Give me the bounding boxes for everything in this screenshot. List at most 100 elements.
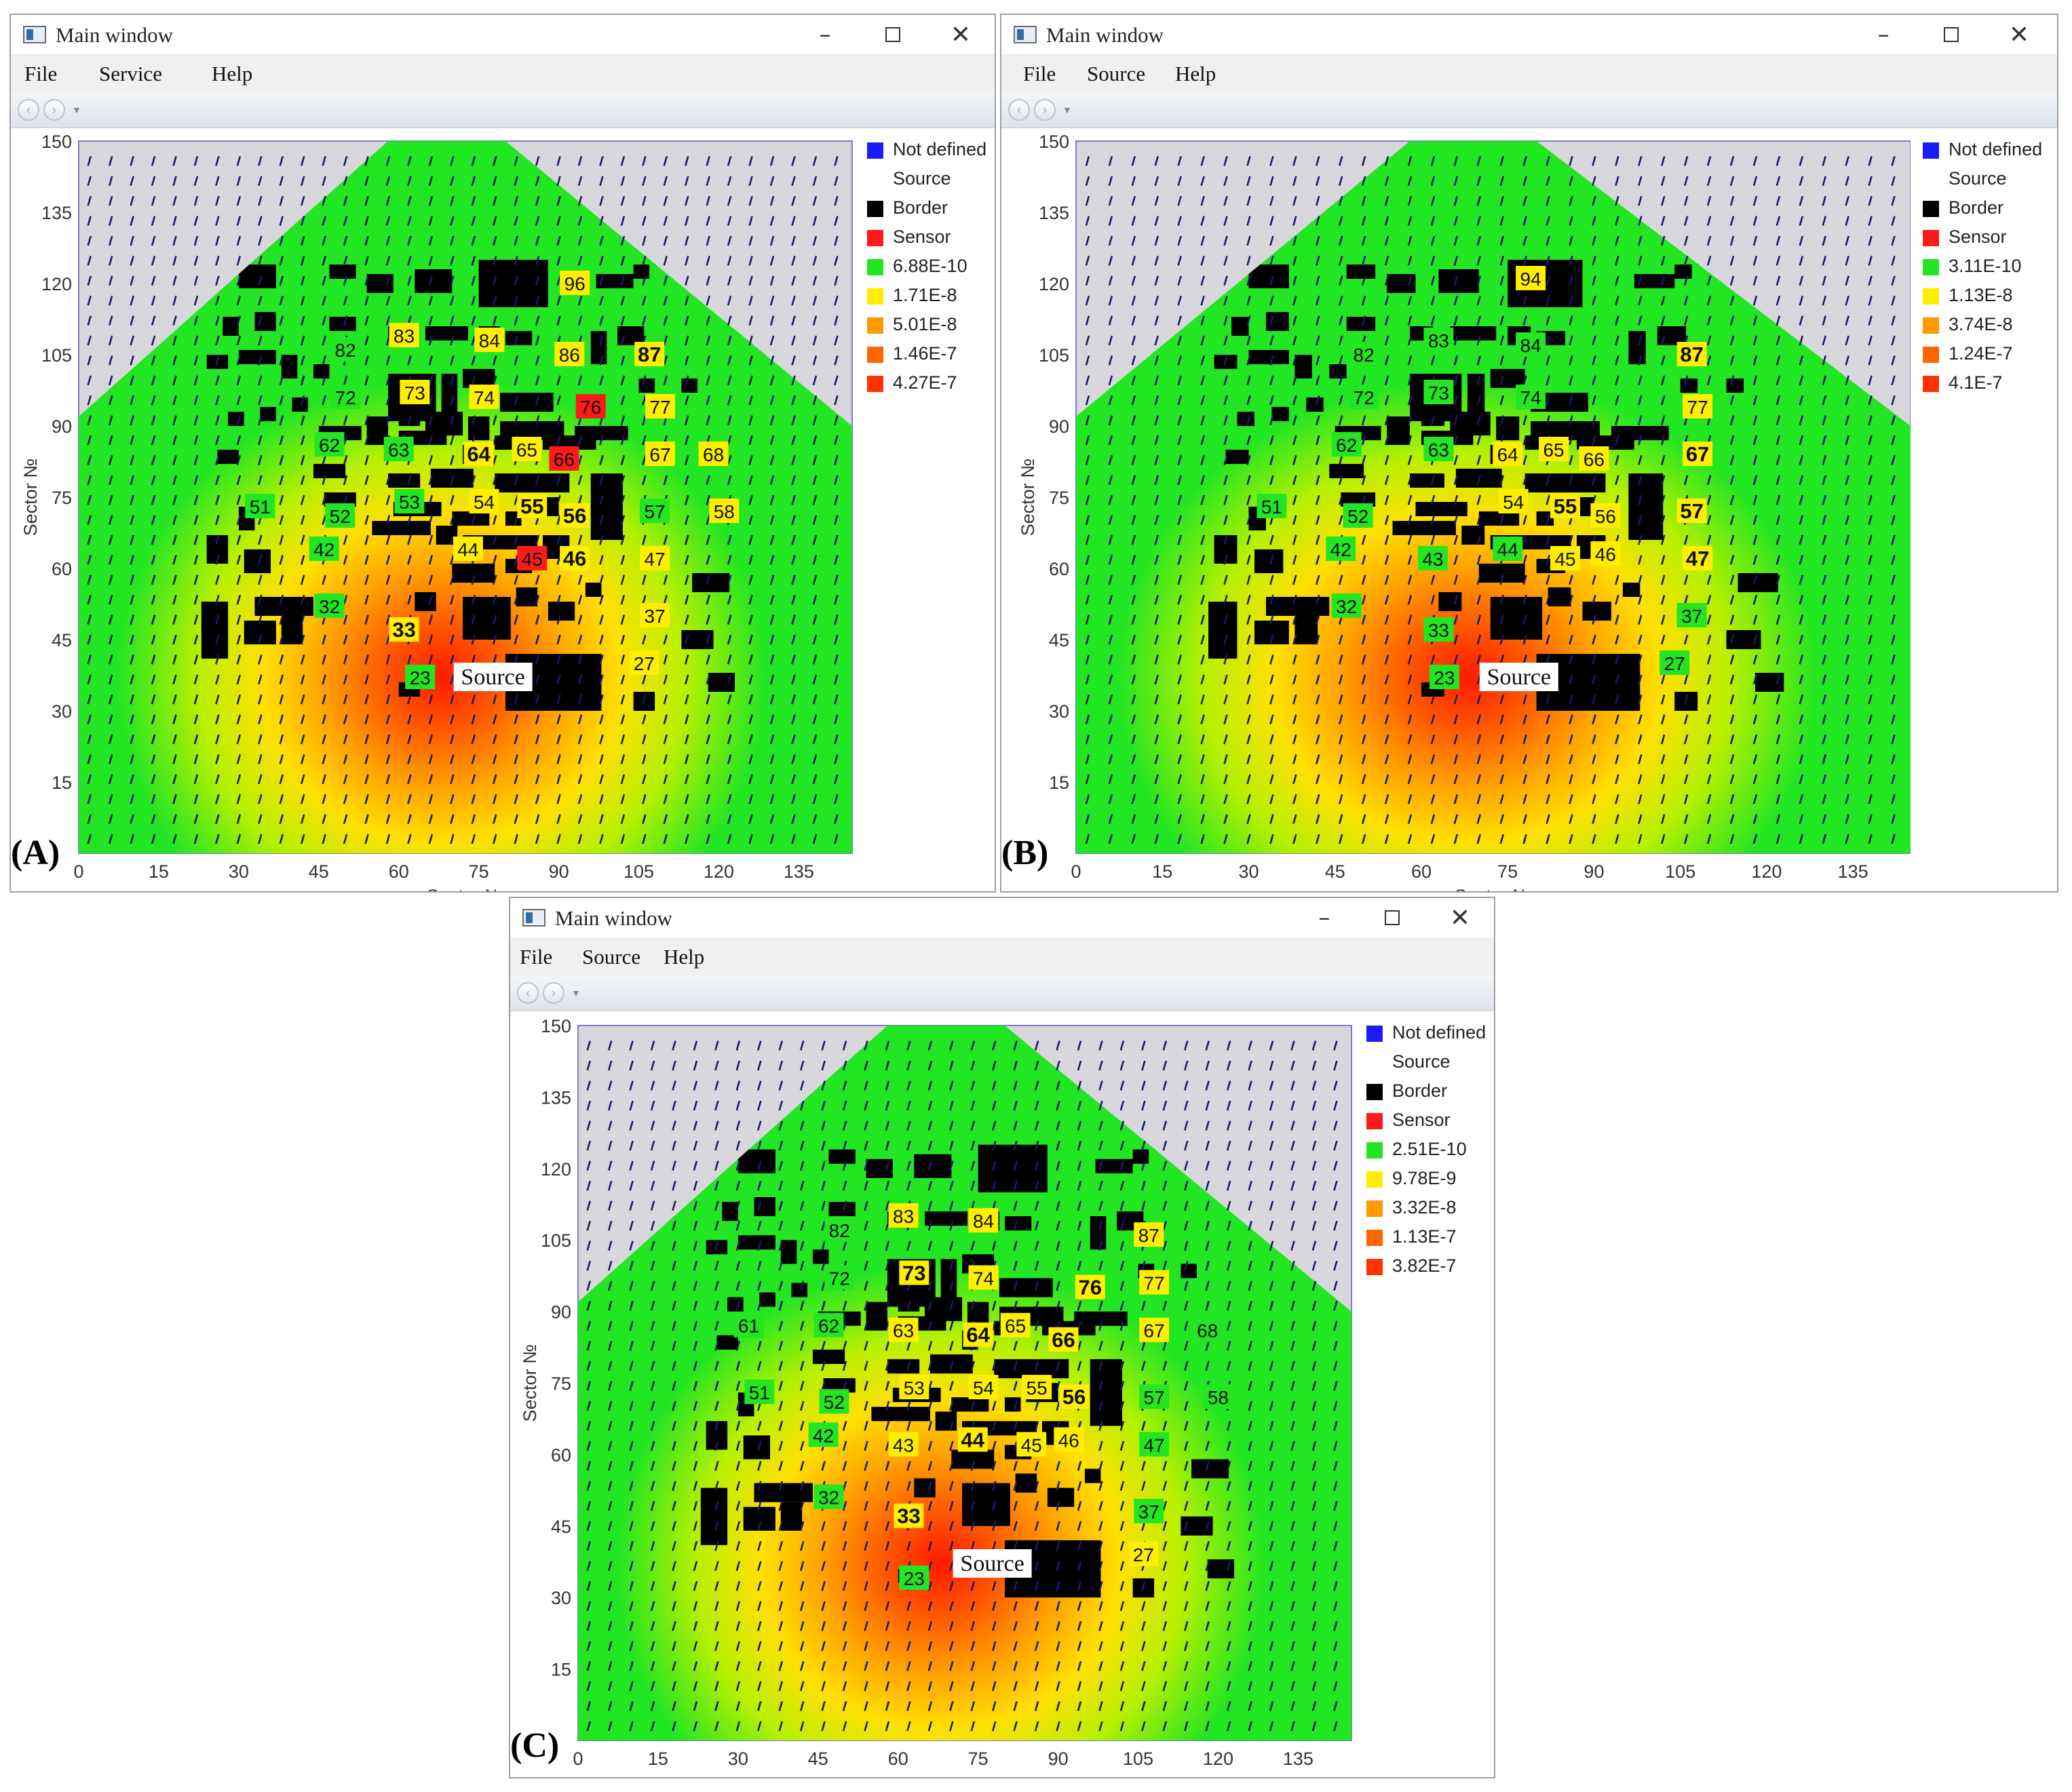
menu-service[interactable]: Service bbox=[99, 62, 162, 85]
sensor-64[interactable]: 64 bbox=[963, 1322, 993, 1347]
minimize-button[interactable]: – bbox=[1318, 904, 1330, 931]
sensor-27[interactable]: 27 bbox=[1659, 650, 1690, 675]
sensor-23[interactable]: 23 bbox=[899, 1565, 929, 1591]
sensor-66[interactable]: 66 bbox=[549, 446, 579, 471]
sensor-54[interactable]: 54 bbox=[968, 1375, 999, 1400]
sensor-51[interactable]: 51 bbox=[1256, 494, 1287, 518]
sensor-23[interactable]: 23 bbox=[1429, 665, 1459, 689]
menu-help[interactable]: Help bbox=[1175, 62, 1216, 85]
menu-help[interactable]: Help bbox=[664, 945, 705, 969]
sensor-46[interactable]: 46 bbox=[1054, 1427, 1084, 1452]
sensor-47[interactable]: 47 bbox=[640, 546, 670, 570]
sensor-54[interactable]: 54 bbox=[1498, 489, 1529, 513]
sensor-73[interactable]: 73 bbox=[1423, 380, 1454, 404]
sensor-58[interactable]: 58 bbox=[709, 499, 740, 523]
sensor-33[interactable]: 33 bbox=[894, 1503, 924, 1528]
sensor-56[interactable]: 56 bbox=[1590, 503, 1621, 528]
sensor-87[interactable]: 87 bbox=[1676, 342, 1707, 366]
chevron-down-icon[interactable]: ▼ bbox=[1062, 104, 1072, 115]
sensor-73[interactable]: 73 bbox=[400, 380, 430, 404]
menu-source[interactable]: Source bbox=[1087, 62, 1146, 85]
sensor-74[interactable]: 74 bbox=[968, 1265, 999, 1290]
sensor-87[interactable]: 87 bbox=[634, 342, 665, 366]
menu-help[interactable]: Help bbox=[212, 62, 253, 85]
sensor-62[interactable]: 62 bbox=[1331, 432, 1362, 456]
sensor-51[interactable]: 51 bbox=[744, 1380, 775, 1405]
sensor-55[interactable]: 55 bbox=[1550, 494, 1581, 518]
sensor-76[interactable]: 76 bbox=[575, 394, 606, 418]
menu-file[interactable]: File bbox=[1023, 62, 1056, 85]
sensor-67[interactable]: 67 bbox=[1683, 442, 1713, 466]
sensor-67[interactable]: 67 bbox=[645, 442, 675, 466]
sensor-58[interactable]: 58 bbox=[1203, 1384, 1233, 1409]
back-button[interactable]: ‹ bbox=[1008, 99, 1030, 121]
sensor-63[interactable]: 63 bbox=[1423, 437, 1454, 461]
sensor-73[interactable]: 73 bbox=[899, 1260, 929, 1285]
sensor-55[interactable]: 55 bbox=[1022, 1375, 1052, 1400]
sensor-55[interactable]: 55 bbox=[517, 494, 548, 518]
sensor-42[interactable]: 42 bbox=[1326, 537, 1356, 561]
sensor-46[interactable]: 46 bbox=[1590, 541, 1621, 566]
menu-file[interactable]: File bbox=[24, 62, 58, 85]
forward-button[interactable]: › bbox=[543, 982, 564, 1004]
close-button[interactable]: ✕ bbox=[1449, 903, 1471, 932]
sensor-51[interactable]: 51 bbox=[245, 494, 275, 518]
close-button[interactable]: ✕ bbox=[2008, 20, 2030, 49]
sensor-37[interactable]: 37 bbox=[1676, 603, 1707, 627]
sensor-43[interactable]: 43 bbox=[1417, 546, 1448, 570]
sensor-83[interactable]: 83 bbox=[389, 323, 419, 347]
close-button[interactable]: ✕ bbox=[950, 20, 972, 49]
sensor-62[interactable]: 62 bbox=[813, 1312, 844, 1338]
menu-file[interactable]: File bbox=[520, 945, 553, 969]
sensor-45[interactable]: 45 bbox=[1016, 1432, 1047, 1457]
sensor-72[interactable]: 72 bbox=[1349, 385, 1379, 409]
sensor-65[interactable]: 65 bbox=[1000, 1312, 1031, 1338]
sensor-66[interactable]: 66 bbox=[1579, 446, 1609, 471]
sensor-84[interactable]: 84 bbox=[1516, 332, 1546, 357]
sensor-47[interactable]: 47 bbox=[1683, 546, 1713, 570]
sensor-37[interactable]: 37 bbox=[1134, 1498, 1164, 1523]
back-button[interactable]: ‹ bbox=[517, 982, 539, 1004]
sensor-72[interactable]: 72 bbox=[824, 1265, 855, 1290]
sensor-87[interactable]: 87 bbox=[1134, 1222, 1164, 1247]
sensor-44[interactable]: 44 bbox=[453, 537, 483, 561]
sensor-57[interactable]: 57 bbox=[1676, 499, 1707, 523]
sensor-83[interactable]: 83 bbox=[1423, 328, 1454, 352]
sensor-57[interactable]: 57 bbox=[1139, 1384, 1170, 1409]
source-marker[interactable]: Source bbox=[1479, 663, 1558, 691]
chevron-down-icon[interactable]: ▼ bbox=[72, 104, 81, 115]
source-marker[interactable]: Source bbox=[953, 1549, 1032, 1578]
sensor-66[interactable]: 66 bbox=[1048, 1327, 1079, 1352]
maximize-button[interactable] bbox=[859, 15, 927, 54]
sensor-52[interactable]: 52 bbox=[325, 503, 356, 528]
sensor-23[interactable]: 23 bbox=[405, 665, 436, 689]
maximize-button[interactable] bbox=[1358, 898, 1426, 937]
sensor-77[interactable]: 77 bbox=[1683, 394, 1713, 418]
sensor-62[interactable]: 62 bbox=[314, 432, 345, 456]
sensor-82[interactable]: 82 bbox=[824, 1218, 855, 1243]
sensor-67[interactable]: 67 bbox=[1139, 1317, 1170, 1342]
sensor-54[interactable]: 54 bbox=[469, 489, 499, 513]
chevron-down-icon[interactable]: ▼ bbox=[571, 988, 581, 998]
sensor-65[interactable]: 65 bbox=[1539, 437, 1569, 461]
sensor-65[interactable]: 65 bbox=[512, 437, 542, 461]
sensor-44[interactable]: 44 bbox=[957, 1427, 988, 1452]
sensor-32[interactable]: 32 bbox=[813, 1484, 844, 1509]
sensor-86[interactable]: 86 bbox=[554, 342, 585, 366]
sensor-42[interactable]: 42 bbox=[309, 537, 339, 561]
sensor-57[interactable]: 57 bbox=[640, 499, 670, 523]
sensor-47[interactable]: 47 bbox=[1139, 1432, 1170, 1457]
back-button[interactable]: ‹ bbox=[18, 99, 39, 121]
sensor-72[interactable]: 72 bbox=[330, 385, 361, 409]
sensor-56[interactable]: 56 bbox=[560, 503, 590, 528]
sensor-68[interactable]: 68 bbox=[698, 442, 729, 466]
sensor-27[interactable]: 27 bbox=[629, 650, 659, 675]
sensor-37[interactable]: 37 bbox=[640, 603, 670, 627]
forward-button[interactable]: › bbox=[1034, 99, 1056, 121]
maximize-button[interactable] bbox=[1917, 15, 1985, 54]
sensor-45[interactable]: 45 bbox=[1550, 546, 1581, 570]
sensor-33[interactable]: 33 bbox=[389, 617, 419, 642]
sensor-33[interactable]: 33 bbox=[1423, 617, 1454, 642]
sensor-45[interactable]: 45 bbox=[517, 546, 548, 570]
sensor-77[interactable]: 77 bbox=[645, 394, 675, 418]
